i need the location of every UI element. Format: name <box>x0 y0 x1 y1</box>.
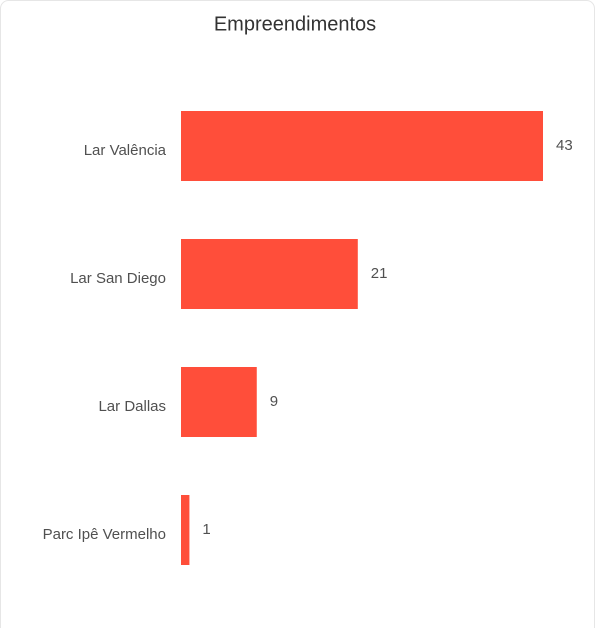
y-tick-label: Lar San Diego <box>70 270 166 287</box>
bar <box>181 367 257 437</box>
data-label: 1 <box>202 521 210 538</box>
bar <box>181 111 543 181</box>
bar <box>181 239 358 309</box>
y-tick-label: Lar Dallas <box>98 398 166 415</box>
y-tick-label: Parc Ipê Vermelho <box>43 526 166 543</box>
chart-title: Empreendimentos <box>214 13 376 35</box>
data-label: 43 <box>556 137 573 154</box>
data-label: 9 <box>270 393 278 410</box>
bar <box>181 495 190 565</box>
data-label: 21 <box>371 265 388 282</box>
y-tick-label: Lar Valência <box>84 142 167 159</box>
